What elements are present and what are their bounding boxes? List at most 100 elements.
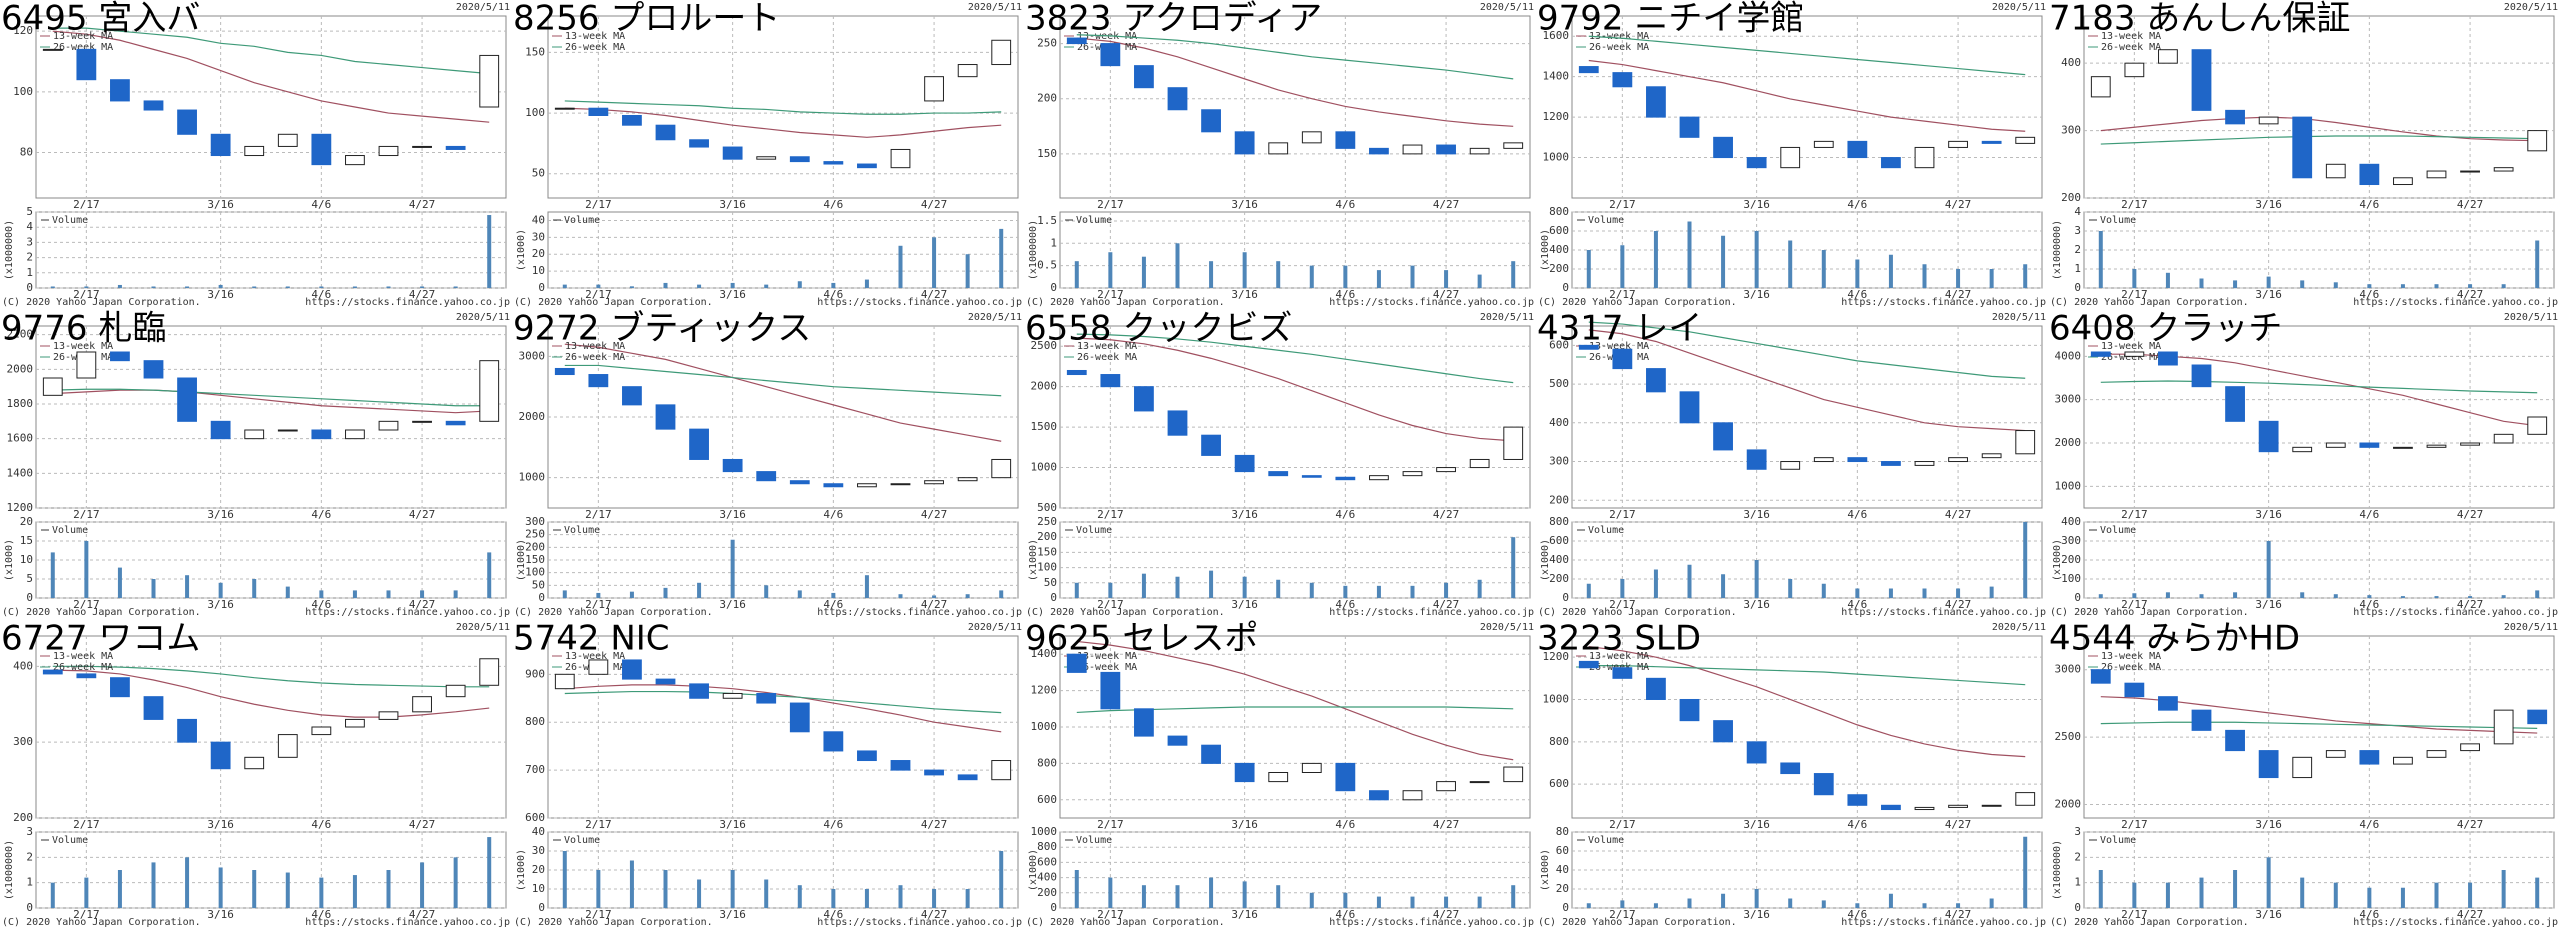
volume-bar	[2333, 594, 2338, 598]
x-tick-label: 4/6	[2359, 288, 2379, 301]
x-tick-label: 4/6	[1335, 508, 1355, 521]
y-tick-label: 100	[2061, 572, 2081, 585]
volume-bar	[1477, 896, 1482, 908]
candle	[1813, 140, 1834, 148]
y-tick-label: 2000	[1031, 380, 1058, 393]
y-tick-label: 2000	[519, 410, 546, 423]
volume-bar	[218, 284, 223, 288]
volume-legend: Volume	[2100, 525, 2136, 536]
x-tick-label: 2/17	[1097, 598, 1124, 611]
volume-bar	[352, 286, 357, 288]
volume-bar	[117, 284, 122, 288]
stock-panel: 80 100 120 0 1 2 3 4 5 2/17 2/17 3/16 3/16 4/6 4/6 4/27…	[1, 0, 510, 308]
candle	[277, 133, 298, 147]
x-tick-label: 2/17	[2121, 508, 2148, 521]
y-tick-label: 400	[1549, 553, 1569, 566]
y-tick-label: 40	[1556, 863, 1569, 876]
x-tick-label: 4/6	[1847, 198, 1867, 211]
candle	[76, 673, 97, 679]
candle	[1780, 461, 1801, 470]
y-tick-label: 20	[1556, 882, 1569, 895]
x-tick-label: 4/27	[921, 198, 948, 211]
y-tick-label: 300	[2061, 124, 2081, 137]
source-url: https://stocks.finance.yahoo.co.jp	[1329, 297, 1534, 308]
x-tick-label: 3/16	[1743, 908, 1770, 921]
volume-bar	[562, 284, 567, 288]
candle	[1881, 157, 1901, 169]
volume-legend: Volume	[2100, 215, 2136, 226]
candle	[277, 429, 298, 432]
volume-bar	[386, 286, 391, 288]
y-tick-label: 1.5	[1037, 214, 1057, 227]
candle	[2460, 442, 2480, 446]
moving-average	[564, 684, 1002, 733]
volume-legend: Volume	[1588, 215, 1624, 226]
x-tick-label: 4/27	[2457, 818, 2484, 831]
volume-bar	[285, 286, 290, 288]
y-tick-label: 3000	[519, 349, 546, 362]
volume-bar	[965, 594, 970, 598]
price-frame	[2083, 635, 2555, 819]
y-tick-label: 2500	[1031, 339, 1058, 352]
x-tick-label: 2/17	[585, 198, 612, 211]
x-tick-label: 4/27	[1433, 818, 1460, 831]
y-tick-label: 500	[1549, 377, 1569, 390]
volume-bar	[1410, 896, 1415, 908]
x-tick-label: 4/27	[2457, 288, 2484, 301]
candle	[2292, 446, 2313, 453]
legend-label: 13-week MA	[1077, 31, 1137, 42]
x-tick-label: 4/6	[823, 598, 843, 611]
volume-bar	[2199, 278, 2204, 288]
stock-panel: 1000 2000 3000 4000 0 100 200 300 400 2/17 2/17 3/1…	[2049, 309, 2558, 619]
y-tick-label: 0	[1050, 281, 1057, 294]
candle	[1948, 457, 1968, 463]
moving-average	[52, 669, 490, 718]
volume-bar	[2367, 887, 2372, 908]
volume-bar	[730, 870, 735, 908]
volume-bar	[2501, 870, 2506, 908]
y-tick-label: 2	[2074, 243, 2081, 256]
volume-bar	[730, 539, 735, 598]
volume-bar	[285, 586, 290, 598]
volume-bar	[1444, 270, 1449, 288]
x-tick-label: 3/16	[719, 288, 746, 301]
candle	[756, 471, 777, 482]
x-tick-label: 2/17	[1609, 288, 1636, 301]
candle	[42, 48, 63, 51]
y-tick-label: 2	[2074, 850, 2081, 863]
x-tick-label: 2/17	[585, 908, 612, 921]
candle	[924, 480, 944, 485]
y-tick-label: 1	[2074, 876, 2081, 889]
volume-bar	[453, 857, 458, 908]
date-label: 2020/5/11	[1992, 312, 2046, 323]
x-tick-label: 4/27	[921, 288, 948, 301]
volume-unit: (x1000)	[1540, 849, 1551, 891]
date-label: 2020/5/11	[968, 312, 1022, 323]
y-tick-label: 600	[1037, 793, 1057, 806]
date-label: 2020/5/11	[1480, 2, 1534, 13]
candle	[110, 677, 130, 698]
stock-panel: 1000 1200 1400 1600 0 200 400 600 800 2/17 2/17 3/1…	[1537, 0, 2046, 308]
candle	[2015, 136, 2036, 144]
legend-label: 13-week MA	[53, 341, 113, 352]
y-tick-label: 2000	[7, 362, 34, 375]
legend-label: 26-week MA	[1589, 42, 1649, 53]
copyright: (C) 2020 Yahoo Japan Corporation.	[2050, 297, 2249, 308]
x-tick-label: 4/6	[823, 818, 843, 831]
x-tick-label: 4/27	[409, 908, 436, 921]
y-tick-label: 1200	[1543, 110, 1570, 123]
x-tick-label: 2/17	[1609, 508, 1636, 521]
y-tick-label: 80	[20, 146, 33, 159]
volume-bar	[2165, 592, 2170, 598]
volume-bar	[2233, 280, 2238, 288]
candle	[1369, 790, 1389, 801]
y-tick-label: 3	[2074, 825, 2081, 838]
volume-bar	[352, 875, 357, 908]
candle	[1402, 471, 1423, 477]
x-tick-label: 3/16	[1231, 598, 1258, 611]
volume-bar	[663, 870, 668, 908]
candle	[2124, 62, 2145, 78]
candle	[1469, 458, 1490, 469]
candle	[2393, 756, 2413, 765]
x-tick-label: 3/16	[207, 818, 234, 831]
